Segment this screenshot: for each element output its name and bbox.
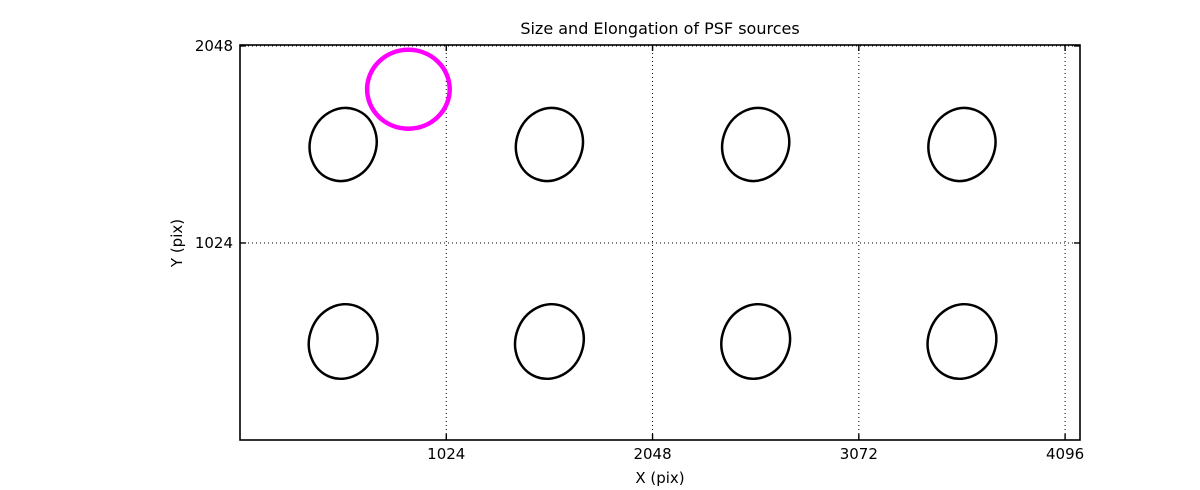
reference-circle xyxy=(364,47,452,131)
x-tick-label: 1024 xyxy=(427,445,465,463)
x-tick-label: 2048 xyxy=(633,445,671,463)
psf-ellipse xyxy=(307,302,379,381)
psf-ellipse xyxy=(308,106,378,183)
psf-ellipse xyxy=(927,106,997,183)
y-axis-label: Y (pix) xyxy=(168,218,186,268)
x-tick-label: 4096 xyxy=(1046,445,1084,463)
x-axis-label: X (pix) xyxy=(635,469,685,487)
y-tick-label: 1024 xyxy=(195,234,233,252)
y-tick-label: 2048 xyxy=(195,37,233,55)
psf-ellipse xyxy=(720,106,791,183)
psf-ellipse xyxy=(926,302,998,381)
chart-title: Size and Elongation of PSF sources xyxy=(520,19,800,38)
psf-ellipse xyxy=(514,106,585,183)
x-tick-label: 3072 xyxy=(840,445,878,463)
psf-ellipse xyxy=(513,302,585,381)
psf-ellipse xyxy=(720,302,792,381)
